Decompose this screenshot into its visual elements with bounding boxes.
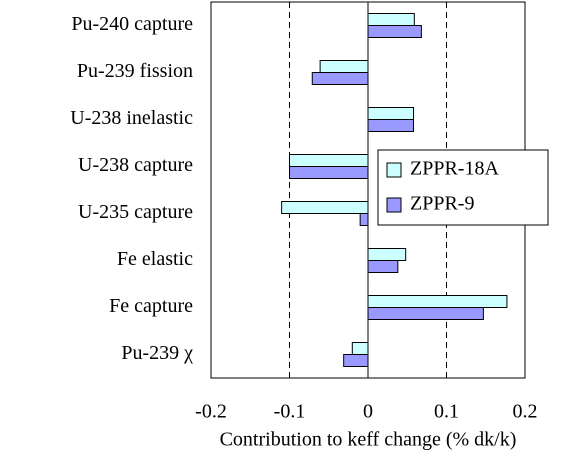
x-tick-label: 0.2 — [513, 401, 538, 423]
bar — [343, 354, 369, 367]
bar — [367, 119, 415, 132]
bar — [367, 295, 508, 308]
bar — [281, 201, 369, 214]
y-tick-label: Fe capture — [109, 295, 193, 317]
y-tick-label: U-238 inelastic — [70, 107, 193, 129]
bar — [367, 260, 399, 273]
bar — [367, 13, 415, 26]
x-axis-label: Contribution to keff change (% dk/k) — [220, 429, 517, 451]
legend — [377, 149, 549, 226]
bar — [359, 213, 369, 226]
bar — [367, 307, 484, 320]
x-tick-label: 0 — [363, 401, 373, 423]
bar — [367, 248, 407, 261]
bar — [289, 154, 369, 167]
bar — [319, 60, 369, 73]
y-tick-label: Fe elastic — [117, 248, 193, 270]
y-tick-label: U-238 capture — [78, 154, 193, 176]
y-tick-label: Pu-239 fission — [77, 60, 193, 82]
x-tick-label: -0.1 — [274, 401, 306, 423]
bar — [289, 166, 369, 179]
x-tick-label: 0.1 — [434, 401, 459, 423]
bar — [351, 342, 369, 355]
bar — [367, 107, 415, 120]
legend-swatch — [386, 162, 402, 178]
bar — [311, 72, 369, 85]
legend-label: ZPPR-18A — [410, 158, 499, 180]
legend-label: ZPPR-9 — [410, 193, 474, 215]
y-tick-label: Pu-239 χ — [121, 342, 193, 364]
bar — [367, 25, 422, 38]
y-tick-label: Pu-240 capture — [71, 13, 193, 35]
legend-swatch — [386, 197, 402, 213]
y-tick-label: U-235 capture — [78, 201, 193, 223]
x-tick-label: -0.2 — [195, 401, 227, 423]
